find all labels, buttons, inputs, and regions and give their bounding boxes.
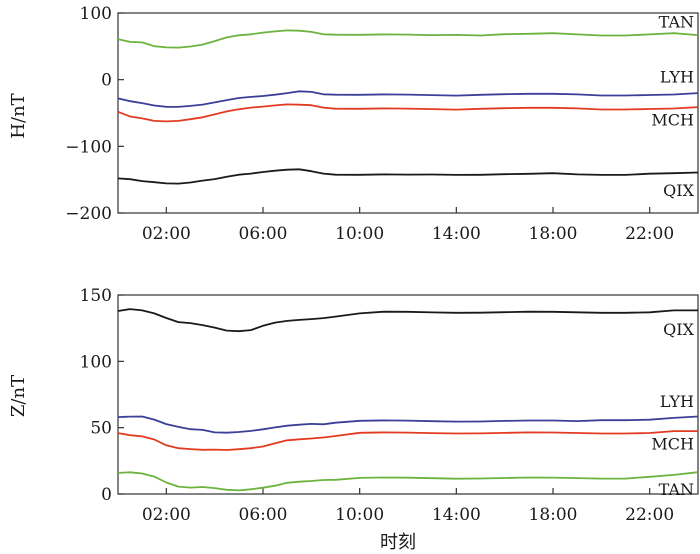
h-series-label-qix: QIX — [663, 181, 694, 200]
z-series-line-qix — [117, 308, 698, 333]
z-series-line-lyh — [117, 415, 699, 434]
z-series-line-mch — [117, 430, 698, 451]
h-x-tick-label: 06:00 — [239, 224, 288, 244]
z-x-tick-label: 22:00 — [625, 505, 674, 525]
h-component-panel: 100 0 −100 −200 02:00 06:00 10:00 14:00 18:00 22:… — [8, 4, 699, 244]
h-plot-frame — [117, 12, 699, 214]
h-series-label-tan: TAN — [659, 13, 694, 32]
h-y-axis-title: H/nT — [8, 93, 29, 138]
h-x-tick-label: 14:00 — [432, 224, 481, 244]
z-series-label-tan: TAN — [659, 480, 694, 499]
z-y-tick-label: 100 — [80, 352, 112, 372]
z-x-tick-label: 06:00 — [239, 505, 288, 525]
h-x-tick-label: 10:00 — [335, 224, 384, 244]
h-series-line-mch — [117, 103, 699, 123]
h-series-line-lyh — [117, 90, 699, 108]
h-series-label-mch: MCH — [651, 111, 694, 130]
z-plot-frame — [117, 294, 699, 495]
h-series-line-tan — [117, 29, 699, 49]
x-axis-title: 时刻 — [380, 532, 416, 553]
z-y-tick-label: 50 — [90, 419, 112, 439]
z-component-panel: 150 100 50 0 02:00 06:00 10:00 14:00 18:00 22:00 Z… — [8, 286, 699, 525]
z-y-tick-label: 150 — [80, 286, 112, 306]
h-y-tick-label: 100 — [80, 4, 112, 24]
z-y-axis-title: Z/nT — [8, 375, 29, 417]
h-y-tick-label: −100 — [65, 137, 112, 157]
z-x-tick-label: 14:00 — [432, 505, 481, 525]
h-series-line-qix — [117, 168, 699, 185]
z-series-label-qix: QIX — [663, 320, 694, 339]
z-x-tick-label: 02:00 — [142, 505, 191, 525]
z-x-tick-label: 18:00 — [529, 505, 578, 525]
h-x-tick-label: 22:00 — [625, 224, 674, 244]
z-series-label-lyh: LYH — [660, 392, 694, 411]
h-y-tick-label: −200 — [65, 204, 112, 224]
h-y-tick-label: 0 — [101, 71, 112, 91]
z-series-label-mch: MCH — [651, 435, 694, 454]
h-x-tick-label: 02:00 — [142, 224, 191, 244]
h-series-label-lyh: LYH — [660, 68, 694, 87]
z-x-tick-label: 10:00 — [335, 505, 384, 525]
z-y-tick-label: 0 — [101, 485, 112, 505]
h-x-tick-label: 18:00 — [529, 224, 578, 244]
z-series-line-tan — [117, 471, 699, 492]
